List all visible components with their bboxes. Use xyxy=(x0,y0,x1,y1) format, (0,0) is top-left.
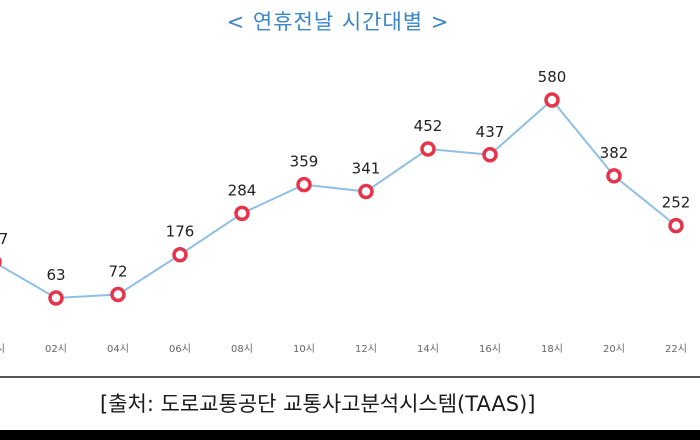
x-tick-3: 06시 xyxy=(169,343,191,355)
source-citation: [출처: 도로교통공단 교통사고분석시스템(TAAS)] xyxy=(100,392,536,416)
value-label-0: 157 xyxy=(0,230,8,248)
x-tick-1: 02시 xyxy=(45,343,67,355)
x-tick-2: 04시 xyxy=(107,343,129,355)
data-point-4 xyxy=(234,205,250,222)
value-label-6: 341 xyxy=(352,160,381,178)
data-point-7 xyxy=(420,141,436,157)
data-point-8 xyxy=(482,147,498,163)
x-tick-11: 22시 xyxy=(665,343,687,355)
value-label-2: 72 xyxy=(108,263,127,281)
value-label-11: 252 xyxy=(662,194,691,212)
bottom-bar xyxy=(0,430,700,440)
data-point-1 xyxy=(48,290,64,306)
data-point-3 xyxy=(172,246,188,263)
value-label-1: 63 xyxy=(46,266,65,284)
x-tick-9: 18시 xyxy=(541,343,563,355)
series-line xyxy=(0,98,677,300)
x-tick-10: 20시 xyxy=(603,343,625,355)
source-divider xyxy=(0,376,700,378)
chart-title: < 연휴전날 시간대별 > xyxy=(226,10,450,34)
value-label-10: 382 xyxy=(600,144,629,162)
value-label-8: 437 xyxy=(476,123,505,141)
data-point-11 xyxy=(668,217,684,234)
value-label-5: 359 xyxy=(290,153,319,171)
x-tick-labels: 00시 02시 04시 06시 08시 10시 12시 14시 16시 18시 20시 22시 xyxy=(0,343,687,355)
value-label-3: 176 xyxy=(166,223,195,241)
value-label-7: 452 xyxy=(414,117,443,135)
data-point-5 xyxy=(296,176,312,193)
value-label-4: 284 xyxy=(228,181,257,199)
x-tick-5: 10시 xyxy=(293,343,315,355)
x-tick-7: 14시 xyxy=(417,343,439,355)
value-label-9: 580 xyxy=(538,68,567,86)
data-point-6 xyxy=(358,183,374,200)
data-markers xyxy=(0,92,684,306)
x-tick-8: 16시 xyxy=(479,343,501,355)
x-tick-4: 08시 xyxy=(231,343,253,355)
x-tick-6: 12시 xyxy=(355,343,377,355)
x-tick-0: 00시 xyxy=(0,343,5,355)
data-point-2 xyxy=(110,286,126,303)
value-labels: 157 63 72 176 284 359 341 452 437 580 382 252 xyxy=(0,68,690,284)
data-point-10 xyxy=(606,168,622,184)
data-point-9 xyxy=(544,92,560,108)
